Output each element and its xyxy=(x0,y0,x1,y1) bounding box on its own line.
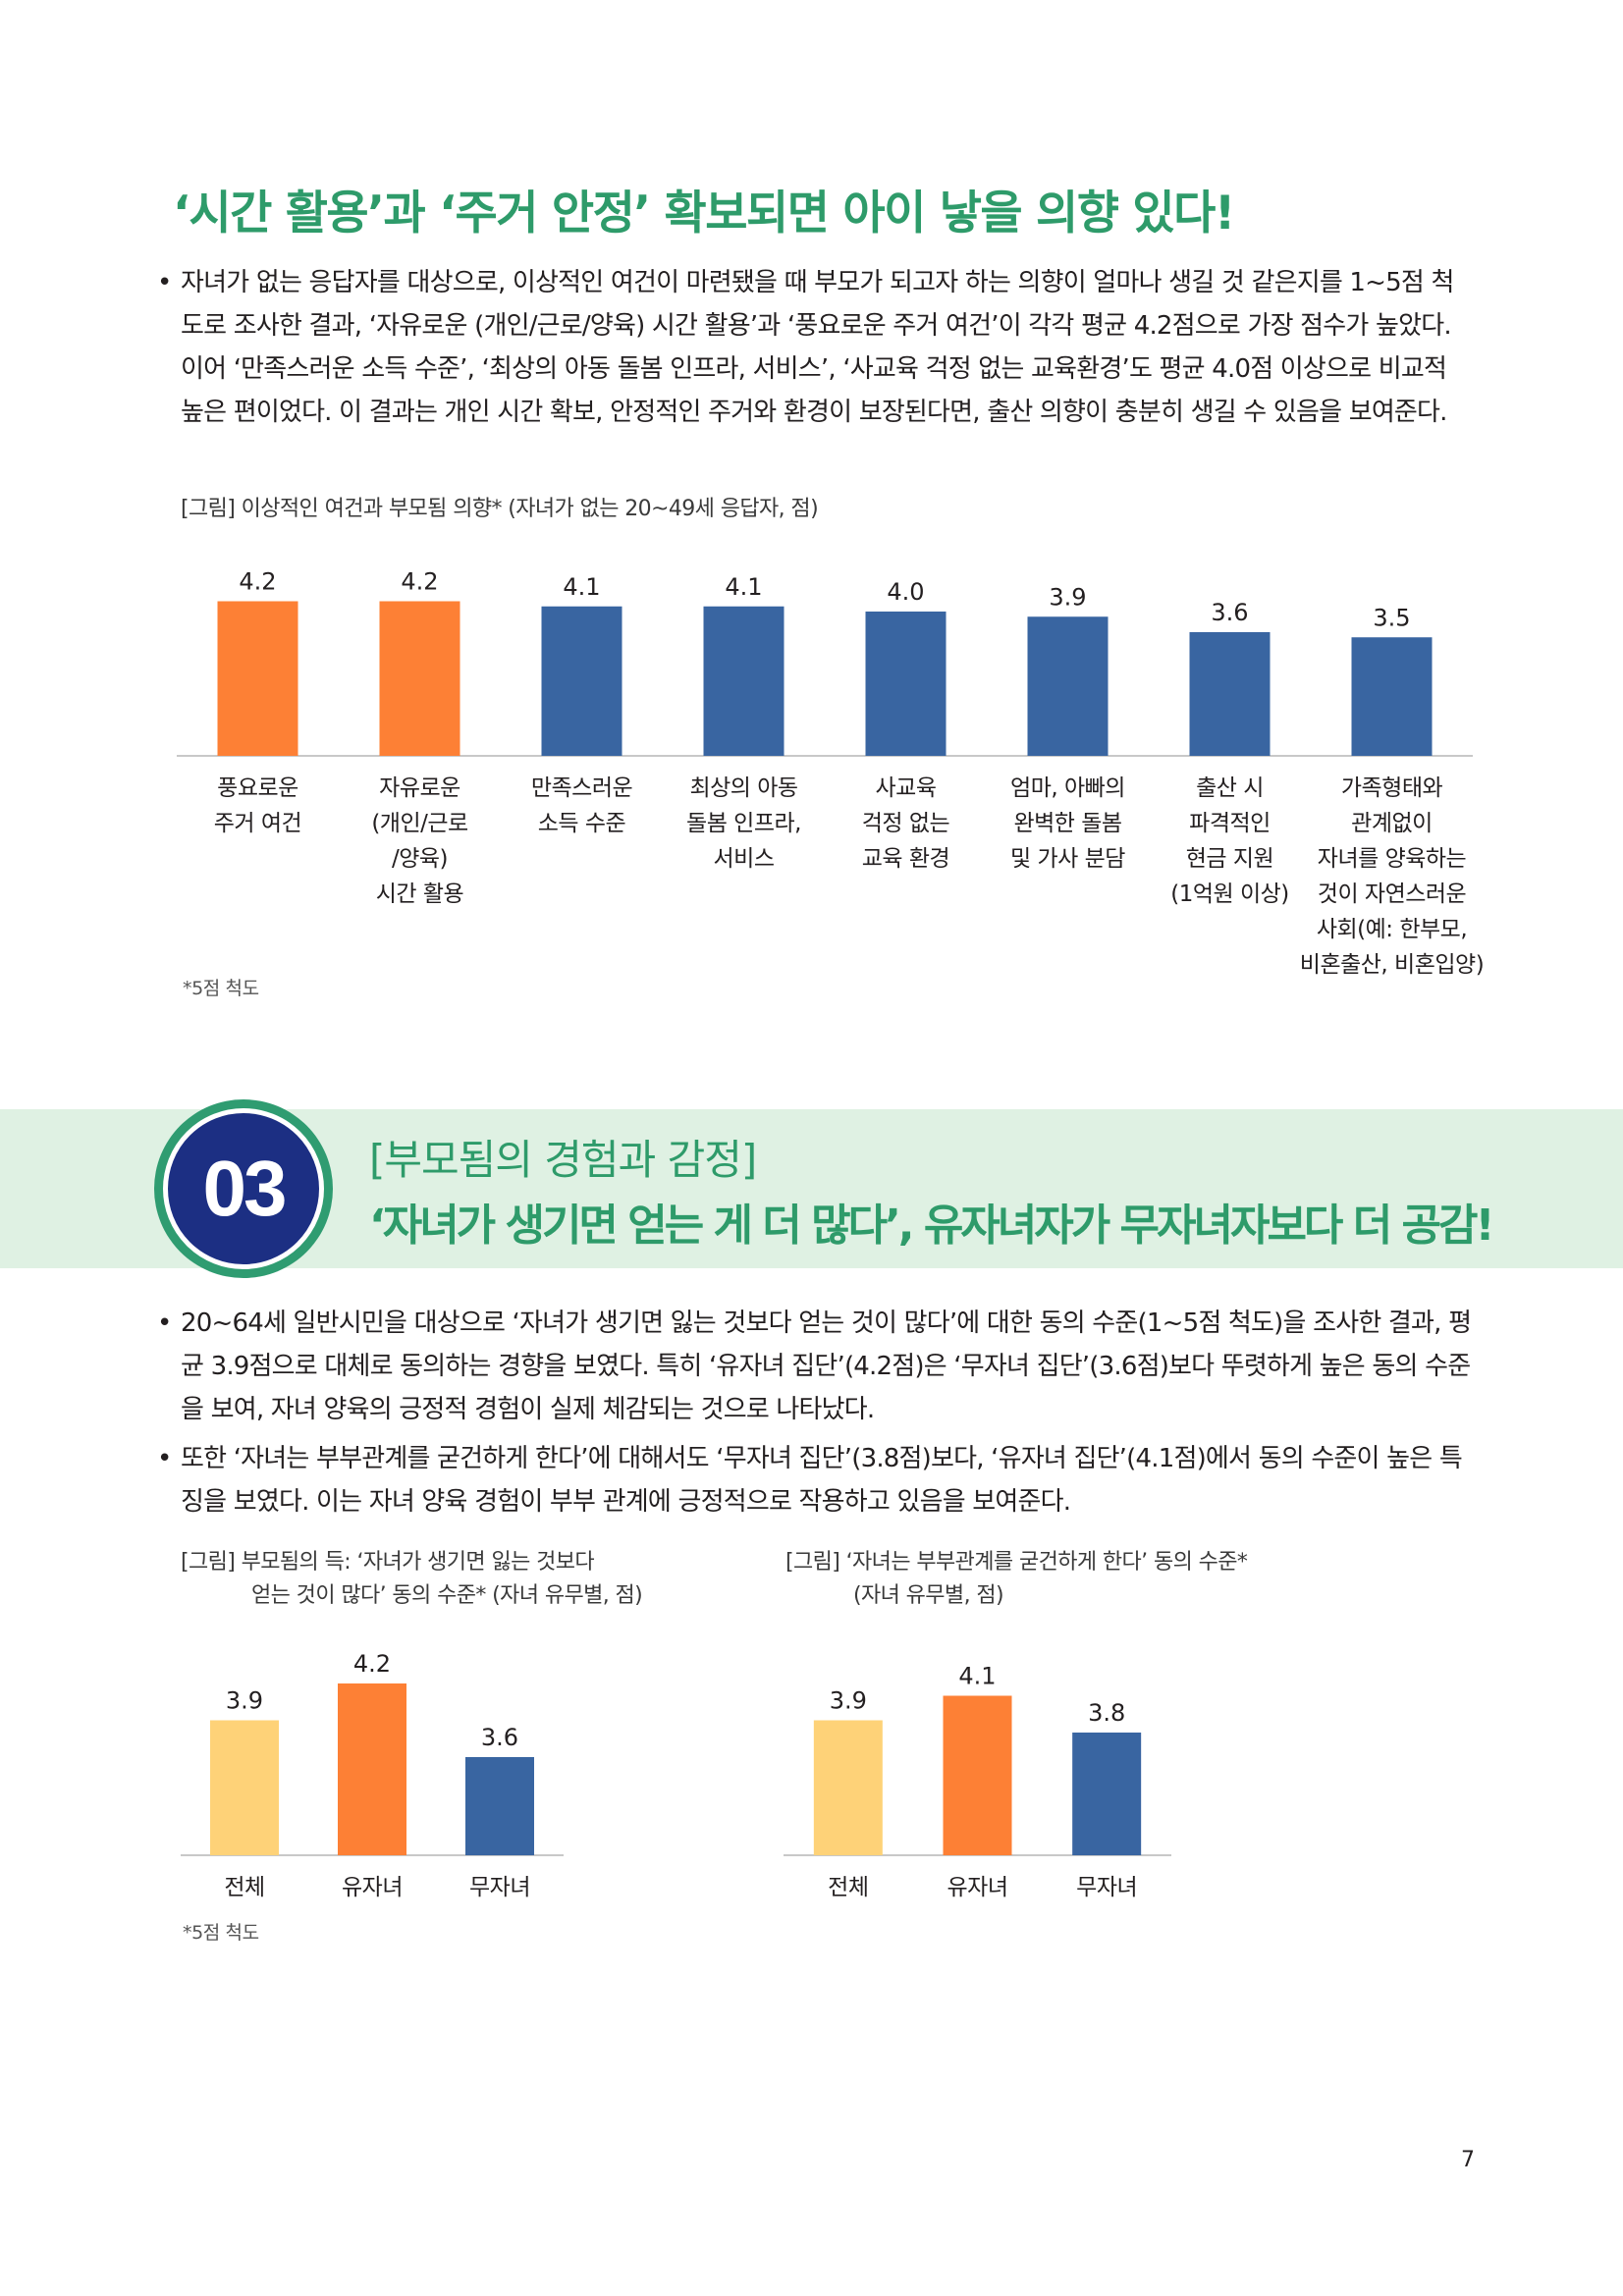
chart-bar xyxy=(465,1757,534,1855)
chart-category-label: 풍요로운 xyxy=(217,775,298,801)
chart-category-label: 파격적인 xyxy=(1189,811,1271,836)
chart-data-label: 4.1 xyxy=(725,573,762,601)
chart-bar xyxy=(210,1720,279,1855)
chart-category-label: 현금 지원 xyxy=(1186,846,1273,872)
chart-category-label: /양육) xyxy=(392,846,448,872)
section-number: 03 xyxy=(163,1108,324,1269)
section1-bullet: 자녀가 없는 응답자를 대상으로, 이상적인 여건이 마련됐을 때 부모가 되고… xyxy=(157,261,1473,434)
figure3-caption-line1: [그림] ‘자녀는 부부관계를 굳건하게 한다’ 동의 수준* xyxy=(785,1550,1248,1575)
figure1-caption: [그림] 이상적인 여건과 부모됨 의향* (자녀가 없는 20~49세 응답자… xyxy=(181,497,819,521)
chart-data-label: 4.1 xyxy=(563,573,600,601)
chart-bar xyxy=(703,606,784,756)
chart-category-label: 전체 xyxy=(224,1875,264,1900)
chart-category-label: 돌봄 인프라, xyxy=(686,811,801,836)
chart-category-label: 비혼출산, 비혼입양) xyxy=(1300,952,1484,978)
chart-data-label: 4.2 xyxy=(239,568,276,596)
chart-category-label: 관계없이 xyxy=(1351,811,1433,836)
chart-category-label: 주거 여건 xyxy=(214,811,301,836)
chart-category-label: 것이 자연스러운 xyxy=(1318,881,1466,907)
chart-bar xyxy=(1351,637,1433,756)
chart-bar xyxy=(379,601,460,756)
chart-category-label: 자유로운 xyxy=(379,775,460,801)
figure3-caption-line2: (자녀 유무별, 점) xyxy=(853,1583,1004,1608)
chart-bar xyxy=(338,1683,406,1855)
chart-bar xyxy=(865,612,947,756)
figure3-chart: 3.9 전체 4.1 유자녀 3.8 무자녀 xyxy=(784,1663,1171,1900)
chart-category-label: 소득 수준 xyxy=(538,811,625,836)
chart-bar xyxy=(541,606,622,756)
chart-bar xyxy=(217,601,298,756)
section1-bullets: 자녀가 없는 응답자를 대상으로, 이상적인 여건이 마련됐을 때 부모가 되고… xyxy=(157,261,1473,440)
section-number-badge: 03 xyxy=(154,1099,333,1278)
chart-category-label: 서비스 xyxy=(714,846,775,872)
chart-data-label: 3.6 xyxy=(1211,599,1248,626)
chart-data-label: 4.2 xyxy=(353,1650,391,1678)
chart-bar xyxy=(943,1695,1012,1855)
chart-category-label: 시간 활용 xyxy=(376,881,463,907)
section2-bullet: 또한 ‘자녀는 부부관계를 굳건하게 한다’에 대해서도 ‘무자녀 집단’(3.… xyxy=(157,1437,1473,1523)
chart-data-label: 3.8 xyxy=(1088,1699,1125,1727)
section2-subtitle: [부모됨의 경험과 감정] xyxy=(369,1136,757,1184)
section1-headline: ‘시간 활용’과 ‘주거 안정’ 확보되면 아이 낳을 의향 있다! xyxy=(173,187,1235,240)
chart-bar xyxy=(1072,1733,1142,1855)
chart-bar xyxy=(1027,616,1109,756)
chart-category-label: 전체 xyxy=(828,1875,868,1900)
figure1-note: *5점 척도 xyxy=(183,978,259,999)
chart-category-label: (1억원 이상) xyxy=(1170,881,1289,907)
chart-category-label: 및 가사 분담 xyxy=(1010,846,1125,872)
chart-category-label: 자녀를 양육하는 xyxy=(1318,846,1466,872)
section2-title: ‘자녀가 생기면 얻는 게 더 많다’, 유자녀자가 무자녀자보다 더 공감! xyxy=(369,1201,1495,1251)
chart-category-label: (개인/근로 xyxy=(371,811,467,836)
chart-category-label: 무자녀 xyxy=(469,1875,530,1900)
chart-data-label: 3.6 xyxy=(481,1724,518,1751)
chart-category-label: 유자녀 xyxy=(947,1875,1008,1900)
chart-bar xyxy=(1189,632,1271,756)
chart-data-label: 4.2 xyxy=(401,568,438,596)
chart-category-label: 사회(예: 한부모, xyxy=(1317,917,1467,942)
chart-category-label: 걱정 없는 xyxy=(862,811,949,836)
chart-data-label: 4.0 xyxy=(887,578,924,606)
chart-data-label: 4.1 xyxy=(958,1663,996,1690)
section2-bullets: 20~64세 일반시민을 대상으로 ‘자녀가 생기면 잃는 것보다 얻는 것이 … xyxy=(157,1302,1473,1529)
figure2-caption-line2: 얻는 것이 많다’ 동의 수준* (자녀 유무별, 점) xyxy=(251,1583,643,1608)
chart-category-label: 만족스러운 xyxy=(531,775,632,801)
chart-data-label: 3.9 xyxy=(830,1687,867,1715)
chart-data-label: 3.9 xyxy=(1049,583,1086,611)
figure2-note: *5점 척도 xyxy=(183,1922,259,1944)
figure2-chart: 3.9 전체 4.2 유자녀 3.6 무자녀 xyxy=(181,1650,564,1900)
chart-category-label: 유자녀 xyxy=(342,1875,403,1900)
chart-category-label: 무자녀 xyxy=(1076,1875,1137,1900)
chart-category-label: 사교육 xyxy=(876,775,937,801)
chart-bar xyxy=(813,1720,883,1855)
chart-category-label: 완벽한 돌봄 xyxy=(1013,811,1121,836)
chart-data-label: 3.9 xyxy=(226,1687,263,1715)
figure2-caption-line1: [그림] 부모됨의 득: ‘자녀가 생기면 잃는 것보다 xyxy=(181,1550,595,1575)
chart-category-label: 출산 시 xyxy=(1196,775,1264,801)
chart-category-label: 교육 환경 xyxy=(862,846,949,872)
chart-category-label: 최상의 아동 xyxy=(689,775,797,801)
chart-category-label: 가족형태와 xyxy=(1341,775,1443,801)
page-number: 7 xyxy=(1461,2148,1475,2172)
chart-category-label: 엄마, 아빠의 xyxy=(1010,775,1125,801)
chart-data-label: 3.5 xyxy=(1373,604,1410,631)
section2-bullet: 20~64세 일반시민을 대상으로 ‘자녀가 생기면 잃는 것보다 얻는 것이 … xyxy=(157,1302,1473,1431)
